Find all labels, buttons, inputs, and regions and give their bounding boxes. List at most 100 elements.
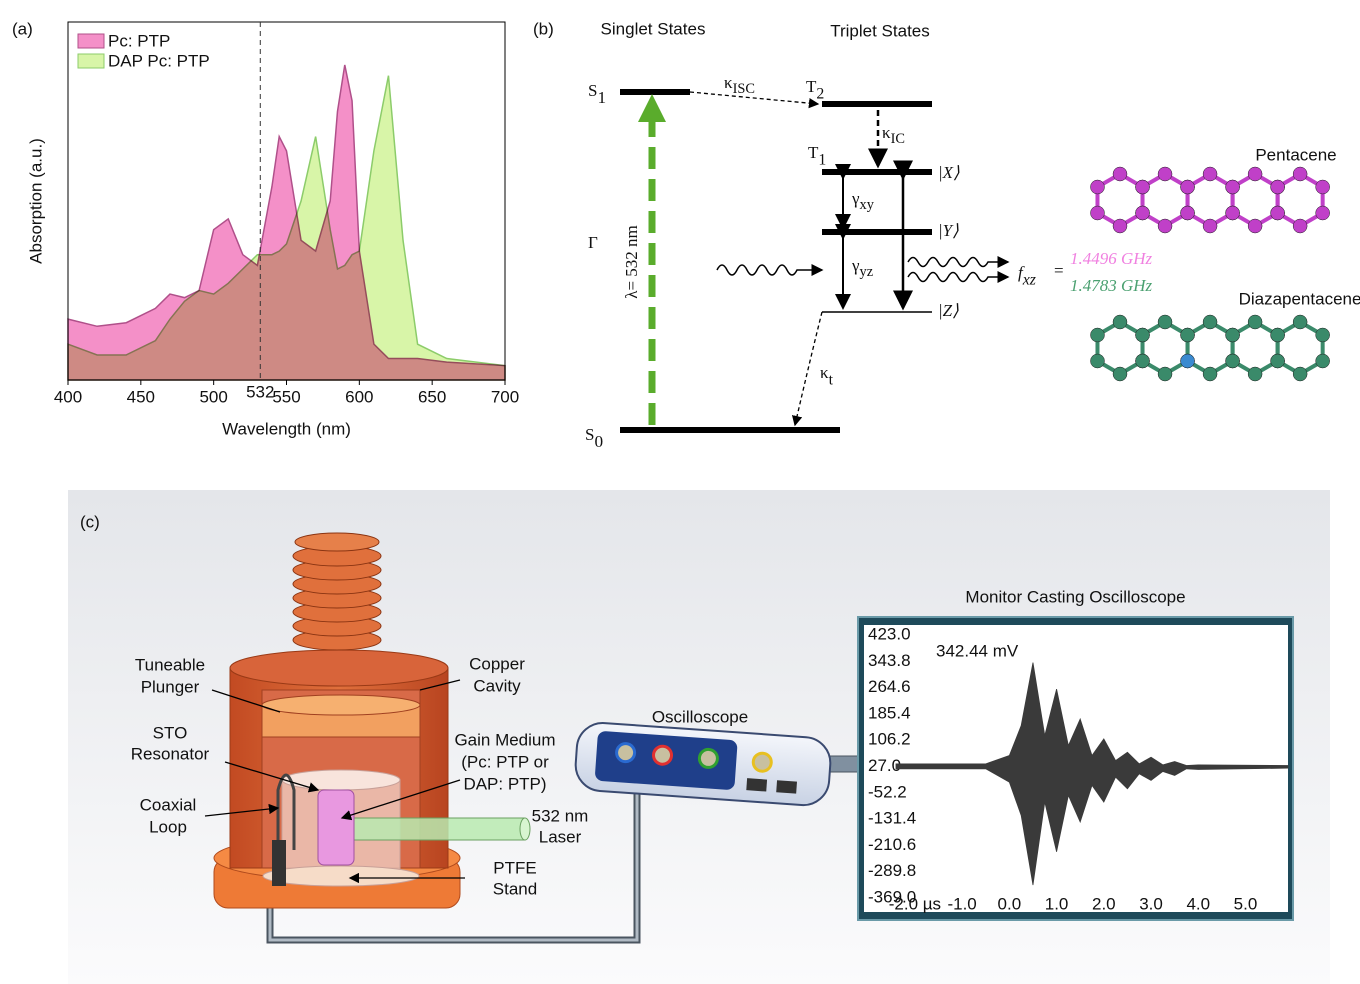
level-label-sub: 1 [597, 88, 606, 107]
x-tick-label: 0.0 [998, 894, 1022, 913]
legend-label: DAP Pc: PTP [108, 51, 210, 70]
heading: Singlet States [601, 19, 706, 38]
level-label-sub: 2 [816, 85, 824, 102]
atom [1090, 179, 1105, 195]
y-tick-label: -289.8 [868, 861, 916, 880]
atom [1157, 366, 1173, 382]
y-tick-label: -131.4 [868, 809, 916, 828]
setup-label: Stand [493, 879, 537, 898]
atom [1112, 314, 1128, 330]
atom [1112, 218, 1128, 234]
legend-swatch [77, 33, 105, 49]
state-label: |X⟩ [938, 163, 960, 182]
rate-label-main: κ [882, 123, 891, 142]
x-axis-label: Wavelength (nm) [222, 419, 351, 438]
level-label-sub: 1 [818, 151, 826, 168]
maser-out [907, 256, 1010, 268]
rate-label-sub: yz [860, 264, 874, 280]
rate-label-main: κ [820, 363, 829, 382]
atom [1292, 166, 1308, 182]
rate-label-main: γ [851, 189, 860, 208]
frequency: 1.4783 GHz [1070, 276, 1153, 295]
atom [1247, 366, 1263, 382]
rate-label: κt [820, 363, 834, 388]
atom [1135, 205, 1150, 221]
setup-label: DAP: PTP) [463, 774, 546, 793]
screw [292, 532, 382, 651]
energy-levels [620, 89, 1010, 433]
y-axis-label: Absorption (a.u.) [26, 138, 45, 264]
panel-label: (b) [533, 19, 554, 38]
rate-label-main: κ [724, 73, 733, 92]
atom [1202, 218, 1218, 234]
setup-label: PTFE [493, 858, 536, 877]
x-tick-label: 550 [272, 387, 300, 406]
laser-end [519, 817, 531, 841]
setup-label: Laser [539, 827, 582, 846]
x-tick-label: 450 [127, 387, 155, 406]
annotation: 342.44 mV [936, 641, 1019, 660]
decay-arrow [791, 311, 823, 427]
heading: Triplet States [830, 21, 930, 40]
rate-label: κIC [882, 123, 905, 147]
x-tick-label: 2.0 [1092, 894, 1116, 913]
molecules [1090, 166, 1330, 382]
legend-swatch [77, 53, 105, 69]
atom [1157, 314, 1173, 330]
pump-label: λ= 532 nm [622, 225, 641, 299]
x-tick-label: 700 [491, 387, 519, 406]
atom [1247, 218, 1263, 234]
isc-arrow [689, 91, 820, 109]
setup-label: Tuneable [135, 655, 205, 674]
atom [1180, 205, 1195, 221]
x-tick-label: 1.0 [1045, 894, 1069, 913]
atom [1225, 353, 1240, 369]
frequency-symbol-sub: xz [1022, 271, 1036, 288]
atom [1247, 314, 1263, 330]
level-label-sub: 0 [594, 432, 603, 451]
atom [1090, 353, 1105, 369]
x-tick-label: -2.0 µs [889, 894, 941, 913]
y-tick-label: -52.2 [868, 782, 907, 801]
atom [1202, 366, 1218, 382]
signal-envelope [895, 662, 1289, 886]
setup-label: Coaxial [140, 795, 197, 814]
cavity-top [229, 649, 449, 687]
pump-arrowhead [638, 94, 666, 122]
atom [1157, 166, 1173, 182]
coax-loop [276, 773, 296, 880]
y-tick-label: 185.4 [868, 703, 911, 722]
reference-label: 532 [246, 382, 274, 401]
dynamic-layer: (a) (b) (c) 400 450 500 550 600 650 700 532 Wavelen… [12, 19, 1360, 913]
atom [1315, 179, 1330, 195]
microwave-in [716, 264, 824, 276]
gain-medium [317, 789, 355, 866]
rate-label-sub: xy [860, 197, 875, 213]
atom [1112, 166, 1128, 182]
oscilloscope-device [574, 722, 832, 807]
state-label: |Z⟩ [938, 301, 959, 320]
atom [1090, 205, 1105, 221]
atom [1315, 327, 1330, 343]
level-label: T1 [808, 143, 826, 168]
x-tick-label: 600 [345, 387, 373, 406]
x-tick-label: 400 [54, 387, 82, 406]
x-tick-label: 3.0 [1139, 894, 1163, 913]
atom [1090, 327, 1105, 343]
level-label: S1 [588, 81, 606, 107]
setup-label: Copper [469, 654, 525, 673]
x-tick-label: 4.0 [1186, 894, 1210, 913]
y-tick-label: 423.0 [868, 624, 911, 643]
level-label-main: S [585, 425, 594, 444]
setup-label: Cavity [473, 676, 521, 695]
atom [1292, 218, 1308, 234]
atom [1180, 327, 1195, 343]
setup-label: Oscilloscope [652, 707, 748, 726]
level-label: S0 [585, 425, 603, 451]
ptfe-stand [262, 865, 420, 887]
setup-label: STO [153, 723, 188, 742]
atom [1157, 218, 1173, 234]
level-label-main: T [808, 143, 819, 162]
atom [1270, 179, 1285, 195]
